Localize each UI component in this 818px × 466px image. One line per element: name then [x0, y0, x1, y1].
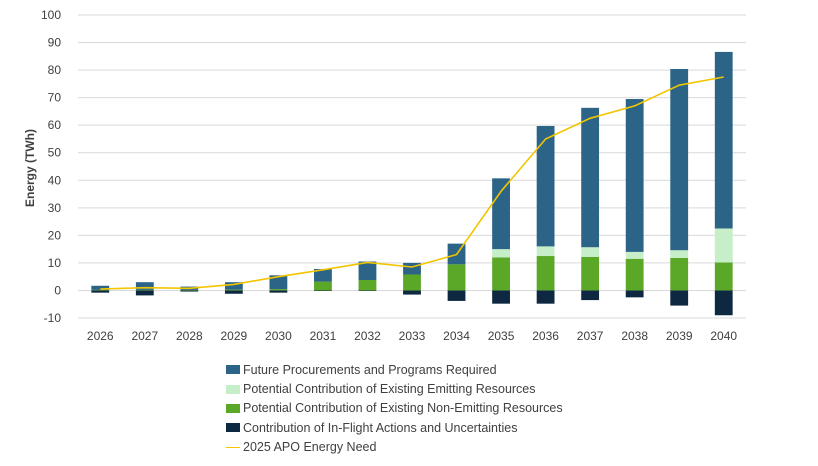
legend-swatch-future — [226, 365, 240, 375]
bar-emitting-2035 — [492, 249, 510, 258]
bar-inflight-2035 — [492, 290, 510, 304]
bar-inflight-2037 — [581, 290, 600, 301]
legend-item-non-emitting: Potential Contribution of Existing Non-E… — [226, 399, 563, 418]
bar-non_emitting-2032 — [358, 279, 377, 291]
y-tick-label: 90 — [48, 36, 62, 50]
bar-non_emitting-2027 — [135, 289, 154, 291]
bar-inflight-2039 — [670, 290, 689, 306]
legend: Future Procurements and Programs Require… — [226, 360, 563, 457]
x-tick-label: 2035 — [488, 329, 515, 343]
bar-future-2040 — [714, 51, 733, 229]
bar-future-2026 — [91, 285, 110, 290]
y-tick-label: -10 — [44, 311, 62, 325]
bar-inflight-2033 — [403, 290, 421, 295]
legend-swatch-inflight — [226, 423, 240, 433]
bar-non_emitting-2029 — [224, 289, 243, 291]
y-tick-label: 50 — [48, 146, 62, 160]
legend-item-future: Future Procurements and Programs Require… — [226, 360, 563, 379]
bar-emitting-2038 — [625, 251, 644, 259]
y-axis-label: Energy (TWh) — [23, 129, 37, 207]
x-tick-label: 2032 — [354, 329, 381, 343]
y-tick-label: 60 — [48, 118, 62, 132]
bar-inflight-2026 — [91, 290, 110, 293]
legend-item-inflight: Contribution of In-Flight Actions and Un… — [226, 418, 563, 437]
x-tick-label: 2030 — [265, 329, 292, 343]
y-axis-ticks: -10 0 10 20 30 40 50 60 70 80 90 100 — [41, 8, 61, 325]
legend-swatch-emitting — [226, 384, 240, 394]
x-tick-label: 2028 — [176, 329, 203, 343]
y-tick-label: 20 — [48, 228, 62, 242]
energy-need-line — [100, 76, 724, 290]
legend-swatch-non-emitting — [226, 403, 240, 413]
bar-future-2029 — [224, 282, 243, 290]
bar-inflight-2032 — [358, 290, 377, 291]
bar-future-2033 — [403, 262, 421, 275]
bar-non_emitting-2040 — [714, 262, 733, 291]
y-tick-label: 70 — [48, 91, 62, 105]
bar-inflight-2038 — [625, 290, 644, 298]
bar-emitting-2036 — [536, 246, 555, 257]
bar-inflight-2029 — [224, 290, 243, 294]
bar-emitting-2037 — [581, 247, 600, 257]
y-tick-label: 10 — [48, 256, 62, 270]
y-tick-label: 80 — [48, 63, 62, 77]
legend-label-future: Future Procurements and Programs Require… — [243, 362, 497, 377]
bar-future-2027 — [135, 282, 154, 290]
bar-non_emitting-2031 — [314, 281, 332, 291]
bar-non_emitting-2030 — [269, 289, 288, 291]
bar-non_emitting-2028 — [180, 289, 199, 291]
bar-future-2030 — [269, 275, 288, 290]
bar-inflight-2030 — [269, 290, 288, 293]
y-tick-label: 40 — [48, 173, 62, 187]
x-tick-label: 2027 — [131, 329, 158, 343]
legend-label-emitting: Potential Contribution of Existing Emitt… — [243, 382, 536, 397]
bar-non_emitting-2026 — [91, 289, 110, 291]
x-axis-ticks: 2026 2027 2028 2029 2030 2031 2032 2033 2034 2035… — [87, 329, 737, 343]
x-tick-label: 2037 — [577, 329, 604, 343]
legend-item-need-line: 2025 APO Energy Need — [226, 438, 563, 457]
x-tick-label: 2031 — [310, 329, 337, 343]
legend-label-need-line: 2025 APO Energy Need — [243, 440, 377, 455]
bar-emitting-2039 — [670, 250, 689, 258]
bar-future-2036 — [536, 126, 555, 247]
x-tick-label: 2039 — [666, 329, 693, 343]
x-tick-label: 2038 — [621, 329, 648, 343]
y-tick-label: 0 — [54, 283, 61, 297]
y-tick-label: 100 — [41, 8, 61, 22]
bar-future-2039 — [670, 68, 689, 251]
x-tick-label: 2033 — [399, 329, 426, 343]
bar-non_emitting-2035 — [492, 257, 510, 291]
bar-non_emitting-2033 — [403, 274, 421, 291]
legend-label-non-emitting: Potential Contribution of Existing Non-E… — [243, 401, 563, 416]
bar-inflight-2034 — [447, 290, 466, 301]
bar-non_emitting-2038 — [625, 258, 644, 291]
x-tick-label: 2034 — [443, 329, 470, 343]
bar-inflight-2031 — [314, 290, 332, 292]
bar-emitting-2040 — [714, 228, 733, 263]
bar-inflight-2036 — [536, 290, 555, 304]
bar-non_emitting-2039 — [670, 257, 689, 291]
x-tick-label: 2026 — [87, 329, 114, 343]
x-tick-label: 2036 — [532, 329, 559, 343]
legend-item-emitting: Potential Contribution of Existing Emitt… — [226, 379, 563, 398]
legend-label-inflight: Contribution of In-Flight Actions and Un… — [243, 420, 518, 435]
y-tick-label: 30 — [48, 201, 62, 215]
bar-non_emitting-2034 — [447, 264, 466, 291]
bar-inflight-2040 — [714, 290, 733, 316]
legend-swatch-need-line — [226, 446, 240, 448]
bar-future-2031 — [314, 268, 332, 282]
bar-future-2037 — [581, 107, 600, 248]
bar-inflight-2028 — [180, 290, 199, 292]
bar-non_emitting-2037 — [581, 256, 600, 291]
bar-future-2038 — [625, 99, 644, 252]
bar-non_emitting-2036 — [536, 256, 555, 291]
x-tick-label: 2040 — [710, 329, 737, 343]
bar-future-2032 — [358, 261, 377, 280]
bar-series — [91, 51, 733, 316]
x-tick-label: 2029 — [221, 329, 248, 343]
bar-inflight-2027 — [135, 290, 154, 296]
bar-future-2035 — [492, 178, 510, 250]
